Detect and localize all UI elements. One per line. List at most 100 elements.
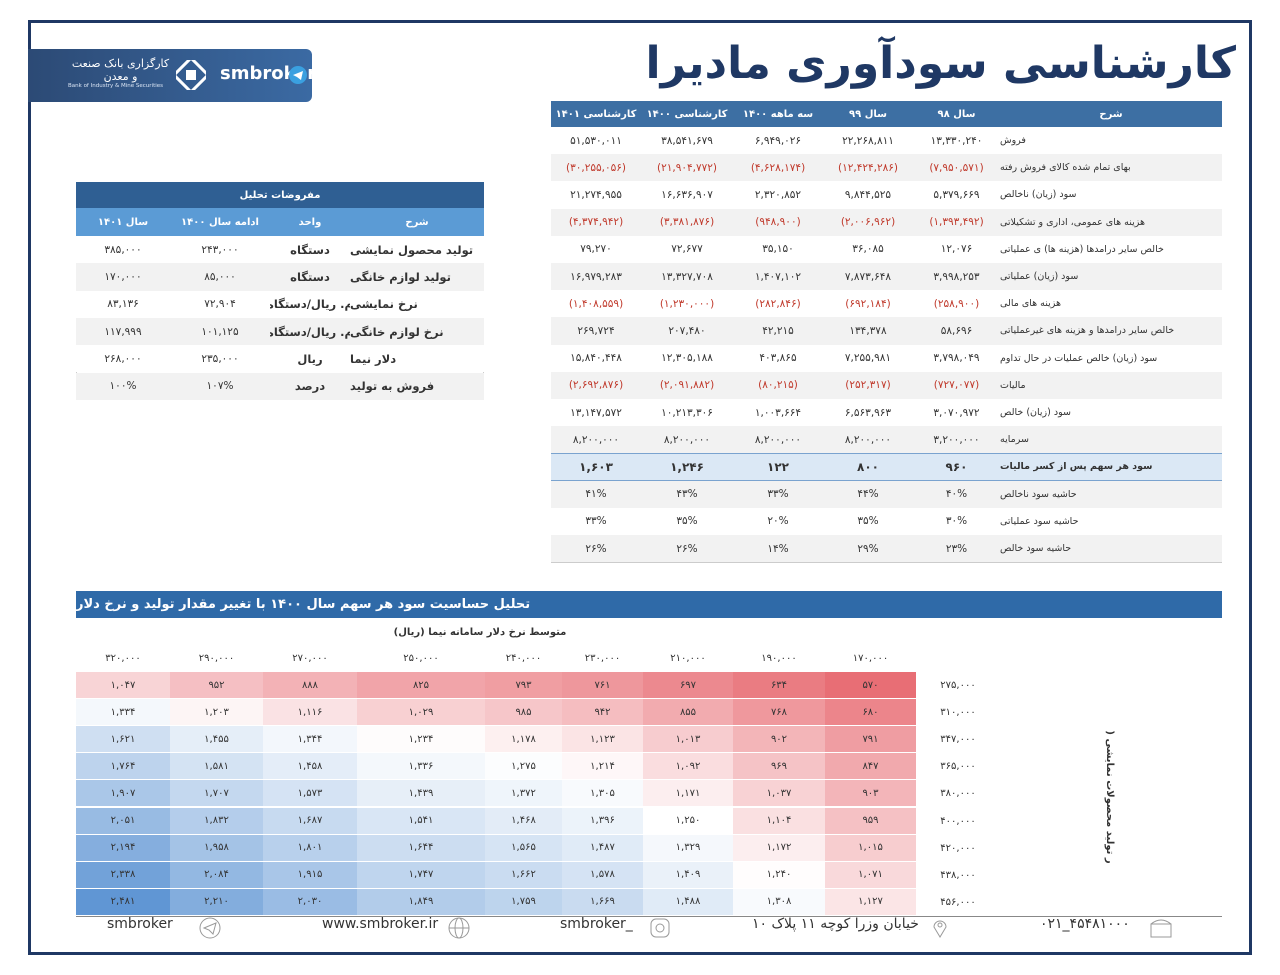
column-axis-label: متوسط نرخ دلار سامانه نیما (ریال): [393, 626, 567, 638]
heat-cell: ۸۵۵: [643, 699, 733, 727]
row-label: نرخ نمایشی: [350, 297, 418, 312]
heat-cell: ۱,۷۵۹: [485, 888, 562, 916]
heat-cell: ۱,۹۰۷: [76, 780, 170, 808]
value-cell: ۱۶,۹۷۹,۲۸۳: [570, 270, 622, 283]
value-cell: (۲,۶۹۲,۸۷۶): [568, 379, 624, 392]
value-cell: ۵۱,۵۳۰,۰۱۱: [570, 134, 622, 147]
heat-cell: ۸۸۸: [263, 672, 357, 700]
value-cell: ۱۲,۰۷۶: [940, 243, 973, 256]
heat-cell: ۱,۰۳۷: [733, 780, 825, 808]
value-cell: ۱۳,۳۳۰,۲۴۰: [930, 134, 983, 147]
value-cell: (۲۵۸,۹۰۰): [933, 297, 980, 310]
value-cell: ۱,۰۰۳,۶۶۴: [754, 406, 802, 419]
value-cell: ۱۲,۳۰۵,۱۸۸: [661, 352, 713, 365]
value-cell: ۴۲,۲۱۵: [762, 324, 794, 337]
value-cell: (۲۱,۹۰۴,۷۷۲): [657, 161, 718, 174]
row-bg: [551, 181, 1222, 209]
value-cell: (۴,۶۲۸,۱۷۴): [750, 161, 806, 174]
heat-cell: ۹۰۲: [733, 726, 825, 754]
column-header: سال ۹۸: [913, 101, 1000, 127]
value-cell: ۳۵,۱۵۰: [762, 243, 794, 256]
telegram-icon: [289, 66, 307, 84]
value-cell: ۲۶۹,۷۲۴: [577, 324, 615, 337]
value-cell: ۴۴%: [857, 488, 879, 501]
row-bg: [551, 290, 1222, 318]
value-cell: دستگاه: [290, 242, 330, 257]
row-bg: [551, 154, 1222, 182]
heat-cell: ۱,۲۵۰: [643, 807, 733, 835]
row-header: ۲۷۵,۰۰۰: [940, 680, 976, 692]
value-cell: (۶۹۲,۱۸۴): [845, 297, 891, 310]
heat-cell: ۹۴۲: [562, 699, 643, 727]
value-cell: ۲۱,۲۷۴,۹۵۵: [570, 188, 622, 201]
heat-cell: ۱,۶۶۹: [562, 888, 643, 916]
heat-cell: ۹۰۳: [825, 780, 916, 808]
value-cell: (۱,۲۳۰,۰۰۰): [659, 297, 715, 310]
value-cell: ۱۱۷,۹۹۹: [104, 325, 142, 338]
heat-cell: ۱,۲۳۴: [357, 726, 485, 754]
value-cell: (۷۲۷,۰۷۷): [933, 379, 980, 392]
heat-cell: ۱,۶۲۱: [76, 726, 170, 754]
instagram-icon: [650, 918, 670, 938]
heat-cell: ۱,۱۲۳: [562, 726, 643, 754]
value-cell: (۲۵۲,۳۱۷): [845, 379, 891, 392]
footer-address: خیابان وزرا کوچه ۱۱ پلاک ۱۰: [752, 916, 919, 932]
column-header: ۲۳۰,۰۰۰: [584, 652, 621, 664]
value-cell: (۱,۴۰۸,۵۵۹): [568, 297, 624, 310]
row-label: سود (زیان) خالص: [1000, 407, 1071, 419]
footer-phone: ۰۲۱_۴۵۴۸۱۰۰۰: [1040, 916, 1130, 932]
value-cell: ۵۸,۶۹۶: [940, 324, 973, 337]
column-header: سال ۱۴۰۱: [76, 208, 170, 236]
value-cell: ۸,۲۰۰,۰۰۰: [844, 433, 892, 446]
heat-cell: ۷۹۳: [485, 672, 562, 700]
value-cell: (۹۴۸,۹۰۰): [755, 216, 801, 229]
row-bg: [551, 480, 1222, 508]
row-label: حاشیه سود عملیاتی: [1000, 515, 1079, 527]
value-cell: (۴,۳۷۴,۹۴۲): [568, 216, 624, 229]
heat-cell: ۱,۰۲۹: [357, 699, 485, 727]
value-cell: (۲,۰۹۱,۸۸۲): [659, 379, 715, 392]
column-header: سه ماهه ۱۴۰۰: [733, 101, 823, 127]
row-label: تولید محصول نمایشی: [350, 242, 474, 257]
value-cell: (۳,۳۸۱,۸۷۶): [659, 216, 715, 229]
heat-cell: ۲,۳۳۸: [76, 861, 170, 889]
value-cell: ۱,۲۴۶: [670, 459, 704, 474]
value-cell: ۶,۹۴۹,۰۲۶: [754, 134, 802, 147]
row-label: بهای تمام شده کالای فروش رفته: [1000, 162, 1131, 174]
value-cell: ۷,۲۵۵,۹۸۱: [844, 352, 892, 365]
footer-telegram: smbroker: [107, 916, 173, 932]
footer-instagram: smbroker_: [560, 916, 633, 932]
value-cell: ۲۶%: [676, 542, 698, 555]
value-cell: ریال: [297, 351, 323, 366]
heat-cell: ۱,۴۳۹: [357, 780, 485, 808]
value-cell: ۱۳,۳۲۷,۷۰۸: [661, 270, 713, 283]
value-cell: ۳,۷۹۸,۰۴۹: [933, 352, 980, 365]
heat-cell: ۱,۳۲۹: [643, 834, 733, 862]
column-header: ۲۷۰,۰۰۰: [292, 652, 328, 664]
value-cell: (۳۰,۲۵۵,۰۵۶): [566, 161, 627, 174]
row-label: هزینه های مالی: [1000, 298, 1062, 310]
value-cell: (۲,۰۰۶,۹۶۲): [840, 216, 896, 229]
value-cell: ۴۱%: [585, 488, 607, 501]
row-bg: [551, 535, 1222, 563]
value-cell: ۱۰۰%: [109, 380, 137, 393]
logo-icon: [176, 60, 206, 90]
heat-cell: ۱,۲۱۴: [562, 753, 643, 781]
column-header: کارشناسی ۱۴۰۱: [551, 101, 641, 127]
value-cell: ۴۳%: [676, 488, 698, 501]
row-label: تولید لوازم خانگی: [350, 269, 451, 284]
table-title: تحلیل حساسیت سود هر سهم سال ۱۴۰۰ با تغیی…: [76, 591, 1222, 618]
row-header: ۳۸۰,۰۰۰: [940, 788, 976, 800]
value-cell: ۲۹%: [857, 542, 879, 555]
row-bg: [551, 507, 1222, 535]
value-cell: ۴۰%: [945, 488, 968, 501]
value-cell: ۳۸۵,۰۰۰: [104, 243, 142, 256]
column-header: شرح: [1000, 101, 1222, 127]
heat-cell: ۱,۱۷۸: [485, 726, 562, 754]
value-cell: (۱,۳۹۳,۴۹۲): [929, 216, 984, 229]
heat-cell: ۱,۴۵۸: [263, 753, 357, 781]
heat-cell: ۱,۴۸۷: [562, 834, 643, 862]
heat-cell: ۱,۵۶۵: [485, 834, 562, 862]
value-cell: ۳۸,۵۴۱,۶۷۹: [661, 134, 713, 147]
column-header: ۲۹۰,۰۰۰: [198, 652, 235, 664]
